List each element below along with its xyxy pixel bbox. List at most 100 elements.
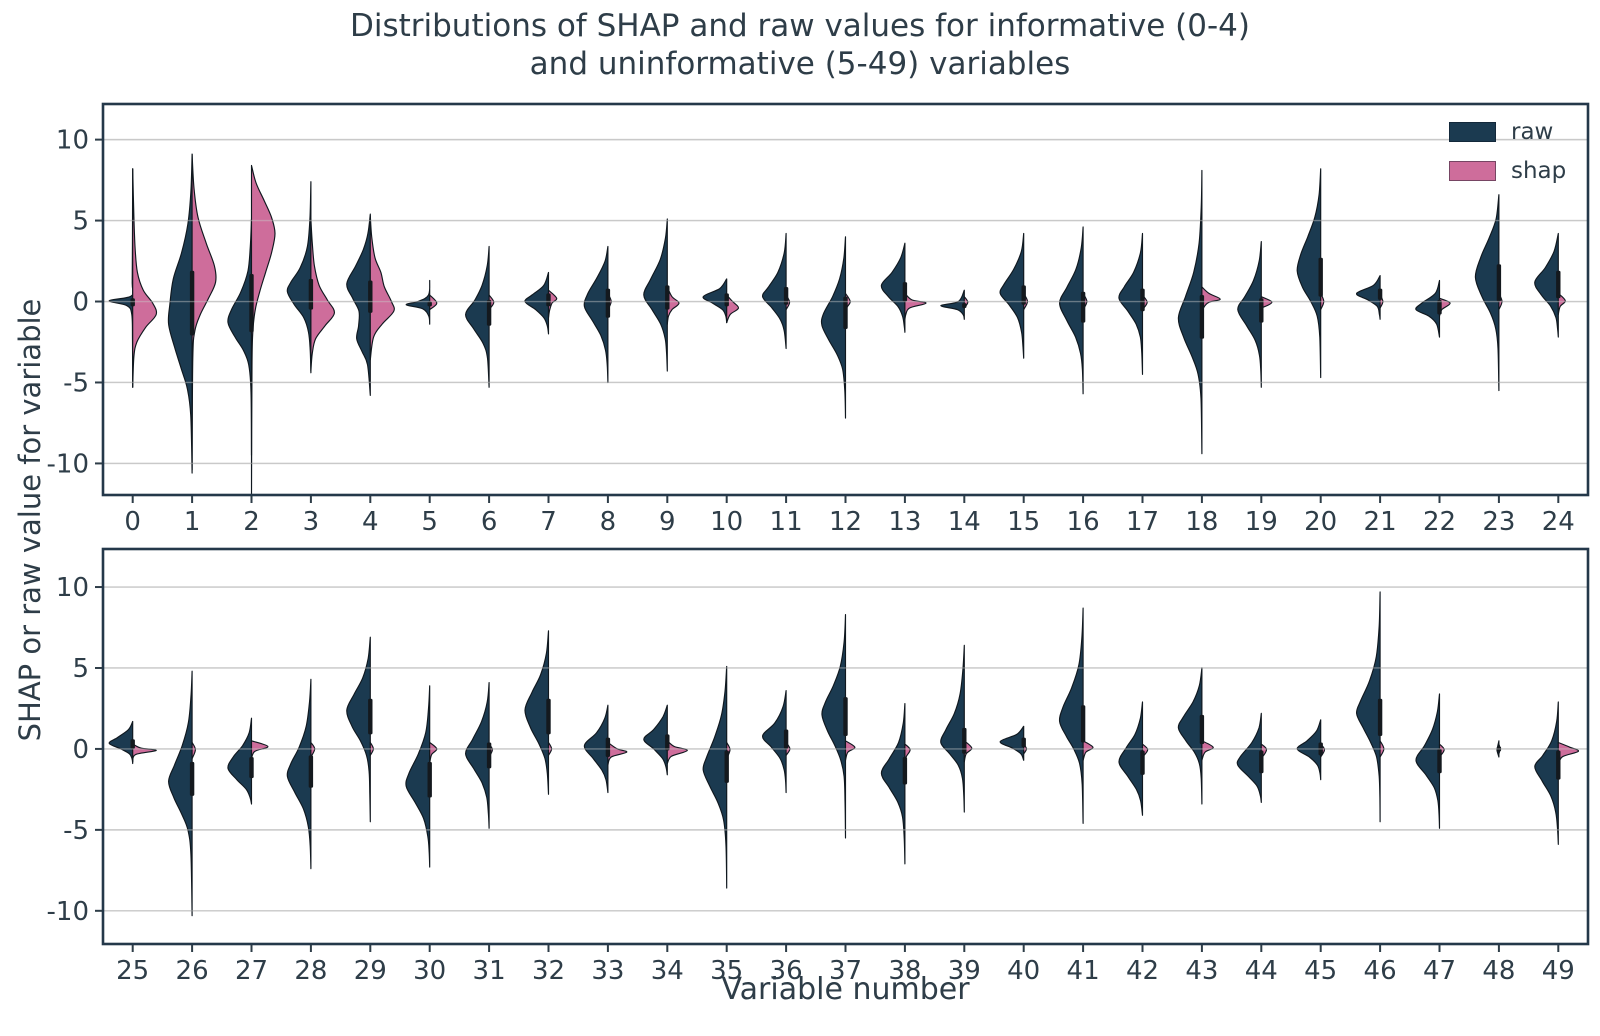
- x-tick-label: 47: [1423, 956, 1456, 986]
- x-tick-label: 25: [116, 956, 149, 986]
- x-tick-label: 10: [710, 507, 743, 537]
- x-tick-label: 13: [888, 507, 921, 537]
- violin-shap-var-1: [191, 153, 217, 471]
- violin-shap-var-46: [1379, 740, 1385, 758]
- inner-box-var-24: [1556, 270, 1561, 299]
- violin-shap-var-30: [429, 741, 438, 765]
- violin-raw-var-35: [702, 665, 728, 889]
- violin-raw-var-27: [227, 717, 253, 805]
- y-tick-label: 0: [72, 288, 89, 318]
- violin-raw-var-43: [1177, 667, 1203, 805]
- x-tick-label: 31: [473, 956, 506, 986]
- violin-raw-var-31: [465, 682, 490, 829]
- y-tick-label: -10: [47, 449, 89, 479]
- violin-raw-var-40: [999, 725, 1025, 761]
- legend-item-shap: shap: [1449, 158, 1566, 184]
- violin-raw-var-2: [227, 218, 253, 456]
- violin-raw-var-1: [167, 153, 193, 474]
- violin-shap-var-3: [310, 218, 335, 372]
- violin-raw-var-13: [880, 242, 906, 333]
- x-tick-label: 23: [1482, 507, 1515, 537]
- violin-shap-var-33: [607, 741, 628, 766]
- violin-raw-var-44: [1236, 712, 1262, 803]
- x-tick-label: 48: [1482, 956, 1515, 986]
- violin-raw-var-23: [1474, 194, 1500, 392]
- violin-raw-var-22: [1415, 279, 1441, 338]
- x-tick-label: 35: [710, 956, 743, 986]
- x-tick-label: 29: [354, 956, 387, 986]
- y-tick-label: -10: [47, 897, 89, 927]
- inner-box-var-31: [486, 742, 492, 769]
- inner-box-var-27: [249, 757, 254, 779]
- inner-box-var-44: [1259, 750, 1264, 774]
- subplot-top: [108, 153, 1566, 495]
- inner-box-var-3: [308, 278, 314, 310]
- legend-label-shap: shap: [1511, 158, 1567, 184]
- violin-shap-var-27: [250, 740, 269, 760]
- x-tick-label: 21: [1364, 507, 1397, 537]
- x-tick-label: 8: [600, 507, 617, 537]
- x-axis-label: Variable number: [721, 972, 970, 1007]
- inner-box-var-7: [546, 293, 551, 307]
- y-tick-label: -5: [63, 368, 89, 398]
- inner-box-var-0: [130, 298, 135, 307]
- x-tick-label: 46: [1364, 956, 1397, 986]
- x-tick-label: 34: [651, 956, 684, 986]
- x-tick-label: 0: [124, 507, 141, 537]
- x-tick-label: 4: [362, 507, 379, 537]
- inner-box-var-45: [1318, 742, 1323, 756]
- violin-shap-var-34: [666, 740, 688, 765]
- inner-box-var-13: [902, 282, 908, 302]
- inner-box-var-14: [962, 303, 967, 308]
- x-tick-label: 14: [948, 507, 981, 537]
- violin-raw-var-30: [405, 685, 431, 868]
- inner-box-var-30: [427, 761, 432, 798]
- x-tick-label: 11: [770, 507, 803, 537]
- violin-raw-var-25: [108, 720, 134, 765]
- inner-box-var-18: [1199, 295, 1205, 339]
- y-axis-label: SHAP or raw value for variable: [13, 298, 47, 742]
- inner-box-var-42: [1140, 750, 1145, 775]
- inner-box-var-25: [130, 739, 135, 749]
- x-tick-label: 22: [1423, 507, 1456, 537]
- violin-shap-var-43: [1201, 740, 1214, 761]
- x-tick-label: 17: [1126, 507, 1159, 537]
- x-tick-label: 19: [1245, 507, 1278, 537]
- x-tick-label: 20: [1304, 507, 1337, 537]
- y-tick-label: 10: [56, 573, 89, 603]
- inner-box-var-16: [1080, 291, 1086, 323]
- violin-shap-var-4: [369, 215, 395, 361]
- violin-shap-var-5: [429, 294, 438, 311]
- shap-color-swatch: [1449, 161, 1496, 181]
- violin-shap-var-29: [369, 741, 374, 756]
- violin-raw-var-38: [880, 703, 906, 865]
- y-tick-label: -5: [63, 816, 89, 846]
- violin-shap-var-41: [1082, 740, 1094, 761]
- violin-shap-var-2: [250, 164, 276, 495]
- inner-box-var-32: [546, 698, 551, 735]
- violin-raw-var-39: [940, 644, 965, 813]
- violin-raw-var-3: [286, 181, 312, 374]
- violin-raw-var-4: [346, 213, 371, 396]
- inner-box-var-43: [1199, 714, 1205, 745]
- inner-box-var-9: [665, 285, 670, 310]
- violin-shap-var-49: [1557, 741, 1580, 768]
- inner-box-var-40: [1021, 737, 1026, 748]
- inner-box-var-12: [843, 296, 848, 330]
- inner-box-var-23: [1496, 264, 1502, 302]
- axes-frame: [101, 102, 1590, 497]
- inner-box-var-33: [605, 737, 611, 758]
- violin-raw-var-36: [762, 690, 787, 794]
- violin-shap-var-37: [844, 740, 856, 761]
- x-tick-label: 15: [1007, 507, 1040, 537]
- axes-frame: [101, 547, 1590, 946]
- violin-shap-var-25: [132, 743, 157, 763]
- x-tick-label: 30: [413, 956, 446, 986]
- violin-raw-var-47: [1415, 693, 1441, 829]
- y-tick-label: 10: [56, 126, 89, 156]
- x-tick-label: 28: [294, 956, 327, 986]
- inner-box-var-48: [1496, 746, 1502, 752]
- violin-shap-var-32: [547, 741, 553, 756]
